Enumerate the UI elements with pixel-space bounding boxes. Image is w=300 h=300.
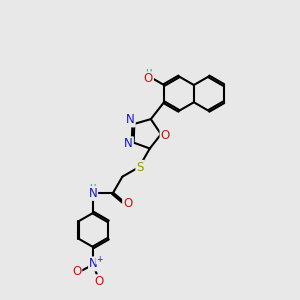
Text: O: O: [123, 197, 132, 210]
Text: S: S: [136, 161, 144, 174]
Text: N: N: [124, 137, 133, 150]
Text: O: O: [72, 265, 81, 278]
Text: O: O: [160, 129, 170, 142]
Text: H: H: [90, 184, 96, 193]
Text: O: O: [95, 275, 104, 288]
Text: N: N: [126, 113, 135, 127]
Text: N: N: [88, 187, 97, 200]
Text: H: H: [145, 69, 152, 78]
Text: N: N: [89, 257, 98, 270]
Text: O: O: [144, 72, 153, 86]
Text: +: +: [96, 255, 103, 264]
